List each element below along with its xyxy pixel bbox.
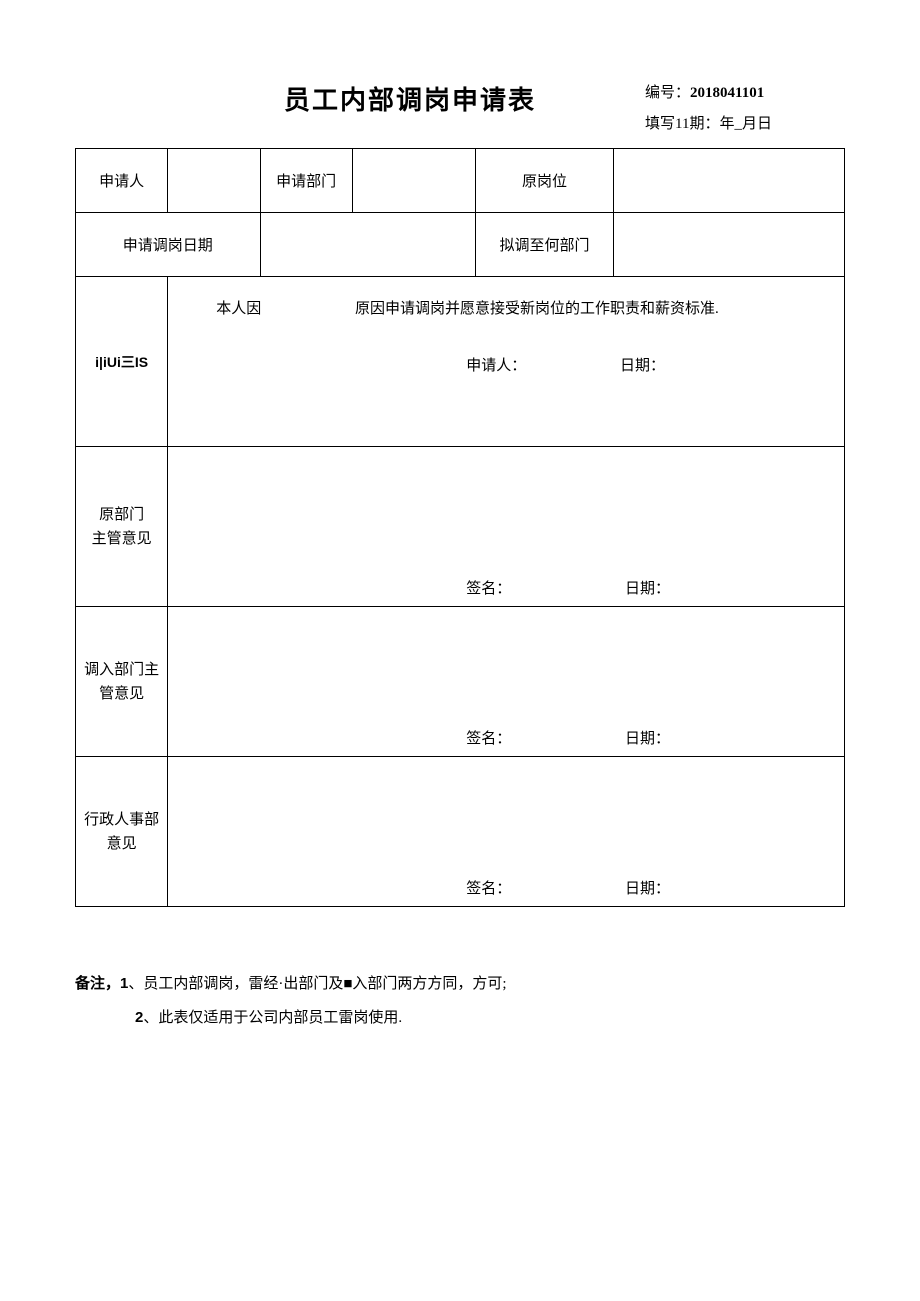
remarks-text-2: 、此表仅适用于公司内部员工雷岗使用.: [143, 1010, 402, 1026]
applicant-label: 申请人: [76, 149, 168, 213]
hr-signature-line: 签名： 日期：: [186, 877, 826, 898]
target-dept-value: [614, 213, 845, 277]
hr-opinion-label: 行政人事部意见: [76, 757, 168, 907]
row-reason: i|iUi三IS 本人因 原因申请调岗并愿意接受新岗位的工作职责和薪资标准. 申…: [76, 277, 845, 447]
number-label: 编号：: [645, 85, 690, 101]
orig-position-label: 原岗位: [475, 149, 613, 213]
target-dept-date-label: 日期：: [625, 731, 670, 747]
orig-dept-opinion-label: 原部门主管意见: [76, 447, 168, 607]
hr-label-text: 行政人事部意见: [80, 808, 163, 856]
remarks-text-1: 、员工内部调岗，雷经·出部门及■入部门两方方同，方可;: [128, 976, 506, 992]
orig-dept-date-label: 日期：: [625, 581, 670, 597]
row-apply-date: 申请调岗日期 拟调至何部门: [76, 213, 845, 277]
orig-dept-opinion-body: 签名： 日期：: [168, 447, 845, 607]
orig-position-value: [614, 149, 845, 213]
target-dept-label-text: 调入部门主管意见: [80, 658, 163, 706]
row-target-dept-opinion: 调入部门主管意见 签名： 日期：: [76, 607, 845, 757]
row-applicant: 申请人 申请部门 原岗位: [76, 149, 845, 213]
target-dept-opinion-body: 签名： 日期：: [168, 607, 845, 757]
row-hr-opinion: 行政人事部意见 签名： 日期：: [76, 757, 845, 907]
title-area: 员工内部调岗申请表: [75, 80, 645, 117]
reason-text-line: 本人因 原因申请调岗并愿意接受新岗位的工作职责和薪资标准.: [186, 297, 826, 318]
row-orig-dept-opinion: 原部门主管意见 签名： 日期：: [76, 447, 845, 607]
reason-prefix: 本人因: [216, 297, 261, 318]
fill-date-label: 填写11期：年_月日: [645, 111, 845, 138]
reason-date-label: 日期：: [620, 358, 665, 374]
hr-sign-label: 签名：: [466, 877, 511, 898]
apply-dept-label: 申请部门: [260, 149, 352, 213]
reason-signature-line: 申请人： 日期：: [186, 354, 826, 375]
meta-area: 编号：2018041101 填写11期：年_月日: [645, 80, 845, 138]
remarks-prefix: 备注，: [75, 976, 120, 992]
reason-suffix: 原因申请调岗并愿意接受新岗位的工作职责和薪资标准.: [355, 301, 719, 317]
target-dept-label: 拟调至何部门: [475, 213, 613, 277]
target-dept-opinion-label: 调入部门主管意见: [76, 607, 168, 757]
apply-date-value: [260, 213, 475, 277]
hr-opinion-body: 签名： 日期：: [168, 757, 845, 907]
applicant-value: [168, 149, 260, 213]
application-form-table: 申请人 申请部门 原岗位 申请调岗日期 拟调至何部门 i|iUi三IS 本人因 …: [75, 148, 845, 907]
target-dept-sign-label: 签名：: [466, 727, 511, 748]
remarks-line-1: 备注，1、员工内部调岗，雷经·出部门及■入部门两方方同，方可;: [75, 967, 845, 1001]
target-dept-signature-line: 签名： 日期：: [186, 727, 826, 748]
apply-date-label: 申请调岗日期: [76, 213, 261, 277]
orig-dept-label-text: 原部门主管意见: [80, 503, 163, 551]
hr-date-label: 日期：: [625, 881, 670, 897]
remarks-line-2: 2、此表仅适用于公司内部员工雷岗使用.: [75, 1001, 845, 1035]
reason-code: i|iUi三IS: [95, 354, 148, 370]
number-value: 2018041101: [690, 85, 764, 101]
applicant-sig-label: 申请人：: [466, 354, 526, 375]
document-title: 员工内部调岗申请表: [175, 80, 645, 117]
form-number: 编号：2018041101: [645, 80, 845, 107]
apply-dept-value: [352, 149, 475, 213]
reason-body: 本人因 原因申请调岗并愿意接受新岗位的工作职责和薪资标准. 申请人： 日期：: [168, 277, 845, 447]
document-header: 员工内部调岗申请表 编号：2018041101 填写11期：年_月日: [75, 80, 845, 138]
orig-dept-sign-label: 签名：: [466, 577, 511, 598]
reason-side-label: i|iUi三IS: [76, 277, 168, 447]
remarks-section: 备注，1、员工内部调岗，雷经·出部门及■入部门两方方同，方可; 2、此表仅适用于…: [75, 967, 845, 1035]
orig-dept-signature-line: 签名： 日期：: [186, 577, 826, 598]
